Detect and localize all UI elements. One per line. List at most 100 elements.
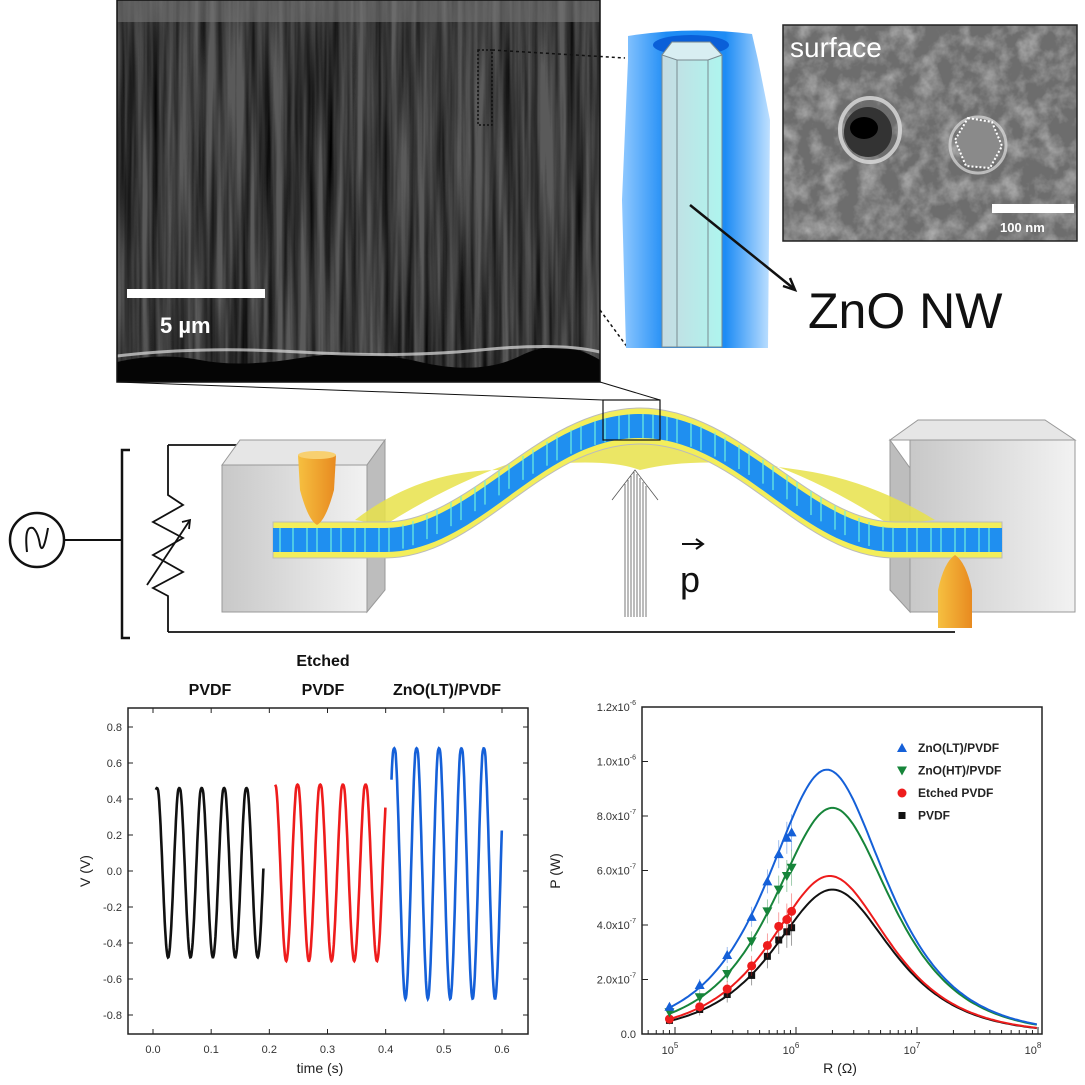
trace-header: PVDF <box>189 682 232 699</box>
y-tick-exponent: -7 <box>630 864 636 871</box>
data-point <box>762 940 772 950</box>
x-tick-exponent: 6 <box>795 1041 800 1050</box>
y-tick-exponent: -6 <box>630 700 636 707</box>
fit-curve <box>668 768 1038 1026</box>
data-point <box>787 906 797 916</box>
voltage-chart: 0.0 0.1 0.2 0.3 0.4 0.5 0.6 -0.8 -0.6 -0.4 -0.2 0.0… <box>77 653 529 1076</box>
vector-arrow-icon <box>682 538 705 550</box>
trace-header: PVDF <box>302 682 345 699</box>
data-point <box>694 979 705 989</box>
x-tick-label: 105 <box>662 1041 679 1057</box>
data-point <box>897 743 907 752</box>
voltage-trace-etched-pvdf <box>273 782 387 964</box>
pressure-arrows-icon <box>611 469 659 617</box>
y-tick-label: 0.0 <box>621 1029 636 1041</box>
y-tick-label: -0.8 <box>103 1010 122 1022</box>
x-tick-label: 0.4 <box>378 1044 393 1056</box>
y-tick-exponent: -7 <box>630 918 636 925</box>
data-point <box>664 1014 674 1024</box>
data-point <box>786 827 797 837</box>
sem-cross-section-image: 5 µm <box>116 0 601 383</box>
y-tick-label: 1.2x10-6 <box>597 700 636 714</box>
data-point <box>747 961 757 971</box>
scale-bar-label: 5 µm <box>160 313 211 338</box>
data-point <box>781 871 792 881</box>
power-y-label: P (W) <box>547 853 563 889</box>
zoom-line-right <box>599 381 661 401</box>
data-point <box>746 937 757 947</box>
data-point <box>897 766 907 776</box>
x-tick-label: 106 <box>783 1041 800 1057</box>
force-vector-label: p <box>680 559 700 600</box>
power-x-label: R (Ω) <box>823 1060 857 1076</box>
zoom-dotted-lines <box>491 49 629 349</box>
data-point <box>774 921 784 931</box>
data-point <box>722 949 733 959</box>
data-point <box>695 1002 705 1012</box>
trace-header: ZnO(LT)/PVDF <box>393 682 501 699</box>
y-tick-exponent: -7 <box>630 973 636 980</box>
x-tick-label: 0.0 <box>145 1044 160 1056</box>
data-point <box>722 970 733 980</box>
y-tick-label: 6.0x10-7 <box>597 864 636 878</box>
data-point <box>664 1001 675 1011</box>
film-zoom-box <box>602 399 661 441</box>
data-point <box>786 863 797 873</box>
x-tick-label: 0.3 <box>320 1044 335 1056</box>
data-point <box>746 911 757 921</box>
voltage-x-label: time (s) <box>297 1060 344 1076</box>
surface-label: surface <box>790 32 882 63</box>
film-backside <box>355 440 935 525</box>
sem-surface-image: surface 100 nm <box>782 24 1078 242</box>
x-tick-label: 0.5 <box>436 1044 451 1056</box>
power-series-etched-pvdf <box>664 875 1037 1029</box>
voltage-plot-frame <box>127 707 529 1035</box>
scale-bar <box>127 289 265 298</box>
y-tick-label: 0.6 <box>107 758 122 770</box>
x-tick-label: 107 <box>904 1041 921 1057</box>
y-tick-label: 0.4 <box>107 794 122 806</box>
x-tick-exponent: 8 <box>1037 1041 1042 1050</box>
y-tick-label: 0.0 <box>107 866 122 878</box>
voltage-trace-pvdf <box>154 786 265 960</box>
x-tick-label: 108 <box>1025 1041 1042 1057</box>
y-tick-label: 1.0x10-6 <box>597 755 636 769</box>
surface-scale-label: 100 nm <box>1000 220 1045 235</box>
legend-label: ZnO(HT)/PVDF <box>918 764 1001 778</box>
left-electrode <box>298 451 336 525</box>
zoom-region-box <box>477 49 493 126</box>
x-tick-label: 0.1 <box>204 1044 219 1056</box>
power-chart: 105 106 107 108 0.0 2.0x10-7 4.0x10-7 6.0x10-7 8… <box>547 700 1043 1076</box>
trace-header: Etched <box>296 653 349 670</box>
surface-scale-bar <box>992 204 1074 213</box>
legend-label: PVDF <box>918 809 950 823</box>
x-tick-label: 0.2 <box>262 1044 277 1056</box>
data-point <box>773 849 784 859</box>
power-series-zno-lt-pvdf <box>664 768 1038 1026</box>
zno-nw-label: ZnO NW <box>808 283 1003 339</box>
data-point <box>762 876 773 886</box>
voltage-y-label: V (V) <box>77 855 93 887</box>
nanowire-lines <box>279 414 990 552</box>
nanowire-layer <box>273 414 1002 552</box>
device-schematic: p <box>8 381 1077 640</box>
y-tick-label: -0.6 <box>103 974 122 986</box>
ac-source-icon <box>8 511 66 569</box>
legend-label: ZnO(LT)/PVDF <box>918 741 999 755</box>
y-tick-label: 2.0x10-7 <box>597 973 636 987</box>
y-tick-label: 0.2 <box>107 830 122 842</box>
data-point <box>694 993 705 1003</box>
x-tick-exponent: 5 <box>674 1041 679 1050</box>
y-tick-label: 4.0x10-7 <box>597 918 636 932</box>
circuit-bracket <box>120 448 130 640</box>
data-point <box>898 812 906 819</box>
nanowire-schematic: ZnO NW <box>622 30 1003 348</box>
legend-label: Etched PVDF <box>918 786 993 800</box>
y-tick-exponent: -6 <box>630 755 636 762</box>
data-point <box>781 832 792 842</box>
y-tick-label: -0.2 <box>103 902 122 914</box>
x-tick-exponent: 7 <box>916 1041 921 1050</box>
zoom-line-left <box>116 381 604 401</box>
y-tick-label: 8.0x10-7 <box>597 809 636 823</box>
voltage-trace-zno-lt-pvdf <box>390 746 504 1003</box>
